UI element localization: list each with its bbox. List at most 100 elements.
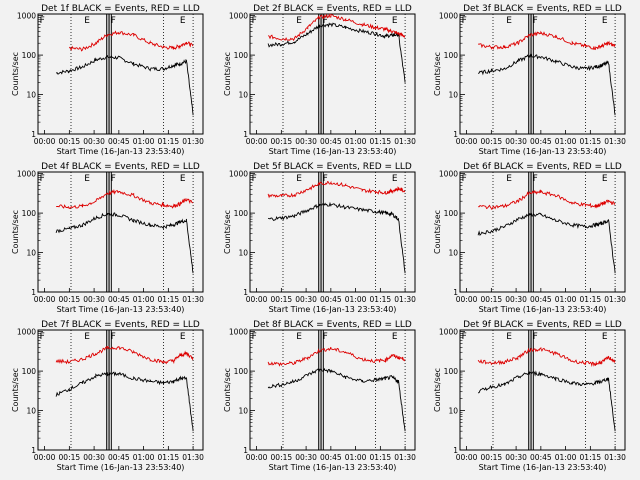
- x-tick-label: 00:45: [108, 453, 130, 462]
- events-series-line: [477, 212, 616, 274]
- segment-marker-label: E: [84, 174, 90, 184]
- x-axis-label: Start Time (16-Jan-13 23:53:40): [57, 147, 185, 156]
- segment-marker-label: E: [602, 332, 608, 342]
- panel-frame: [249, 171, 416, 293]
- panel-1: Det 1f BLACK = Events, RED = LLD F E F E 00:0…: [11, 4, 204, 156]
- segment-marker-label: F: [111, 16, 116, 26]
- y-tick-label: 100: [444, 367, 459, 376]
- y-tick-label: 100: [22, 367, 37, 376]
- panel-title: Det 9f BLACK = Events, RED = LLD: [463, 320, 622, 330]
- y-tick-label: 10: [238, 407, 248, 416]
- segment-marker-label: E: [506, 332, 512, 342]
- panel-frame: [459, 329, 626, 451]
- x-tick-label: 01:00: [345, 137, 367, 146]
- x-tick-label: 00:00: [34, 453, 56, 462]
- x-tick-label: 01:15: [158, 453, 180, 462]
- segment-marker-label: F: [323, 16, 328, 26]
- x-tick-label: 00:45: [108, 137, 130, 146]
- x-axis-label: Start Time (16-Jan-13 23:53:40): [269, 305, 397, 314]
- segment-marker-label: E: [602, 174, 608, 184]
- y-tick-label: 1000: [229, 170, 248, 179]
- x-tick-label: 00:15: [271, 137, 293, 146]
- y-tick-label: 1: [453, 130, 458, 139]
- x-tick-label: 01:15: [580, 137, 602, 146]
- y-tick-label: 100: [234, 51, 249, 60]
- x-tick-label: 00:45: [530, 453, 552, 462]
- lld-series-line: [267, 180, 406, 199]
- x-tick-label: 00:45: [320, 295, 342, 304]
- lld-series-line: [477, 30, 616, 51]
- panel-frame: [249, 329, 416, 451]
- x-tick-label: 00:45: [530, 137, 552, 146]
- y-tick-label: 100: [234, 367, 249, 376]
- x-tick-label: 01:15: [370, 137, 392, 146]
- panel-7: Det 7f BLACK = Events, RED = LLD F E F E 00:0…: [11, 320, 204, 472]
- panel-frame: [37, 171, 204, 293]
- panel-8: Det 8f BLACK = Events, RED = LLD F E F E 00:0…: [223, 320, 416, 472]
- x-tick-label: 00:30: [505, 453, 527, 462]
- panel-title: Det 2f BLACK = Events, RED = LLD: [253, 4, 412, 14]
- x-tick-label: 01:30: [394, 137, 416, 146]
- segment-marker-label: E: [602, 16, 608, 26]
- y-axis-label: Counts/sec: [223, 368, 232, 412]
- x-axis-label: Start Time (16-Jan-13 23:53:40): [479, 305, 607, 314]
- y-tick-label: 1: [31, 446, 36, 455]
- segment-marker-label: F: [323, 174, 328, 184]
- segment-marker-label: F: [40, 332, 45, 342]
- x-tick-label: 00:00: [246, 453, 268, 462]
- lld-series-line: [267, 13, 406, 42]
- segment-marker-label: F: [111, 174, 116, 184]
- events-series-line: [55, 55, 194, 116]
- x-tick-label: 00:15: [271, 295, 293, 304]
- panel-title: Det 3f BLACK = Events, RED = LLD: [463, 4, 622, 14]
- segment-marker-label: E: [506, 174, 512, 184]
- x-tick-label: 01:00: [133, 137, 155, 146]
- x-axis-label: Start Time (16-Jan-13 23:53:40): [479, 463, 607, 472]
- x-tick-label: 00:45: [320, 453, 342, 462]
- x-tick-label: 00:15: [481, 137, 503, 146]
- y-axis-label: Counts/sec: [223, 210, 232, 254]
- y-tick-label: 100: [234, 209, 249, 218]
- x-tick-label: 01:15: [370, 295, 392, 304]
- events-series-line: [55, 371, 194, 432]
- y-tick-label: 1: [243, 130, 248, 139]
- lld-series-line: [477, 347, 616, 368]
- panel-title: Det 6f BLACK = Events, RED = LLD: [463, 162, 622, 172]
- x-tick-label: 00:45: [320, 137, 342, 146]
- x-tick-label: 00:45: [530, 295, 552, 304]
- x-tick-label: 01:00: [555, 137, 577, 146]
- x-tick-label: 00:30: [83, 137, 105, 146]
- y-axis-label: Counts/sec: [11, 210, 20, 254]
- panel-4: Det 4f BLACK = Events, RED = LLD F E F E 00:0…: [11, 162, 204, 314]
- x-tick-label: 01:00: [555, 453, 577, 462]
- y-tick-label: 1: [31, 288, 36, 297]
- segment-marker-label: E: [180, 16, 186, 26]
- x-tick-label: 01:30: [394, 453, 416, 462]
- segment-marker-label: E: [392, 332, 398, 342]
- y-tick-label: 100: [22, 209, 37, 218]
- x-tick-label: 00:00: [456, 295, 478, 304]
- events-series-line: [267, 367, 406, 432]
- x-tick-label: 01:15: [158, 295, 180, 304]
- y-tick-label: 1: [31, 130, 36, 139]
- panel-3: Det 3f BLACK = Events, RED = LLD F E F E 00:0…: [433, 4, 626, 156]
- segment-marker-label: E: [180, 332, 186, 342]
- x-tick-label: 00:00: [456, 137, 478, 146]
- panel-frame: [459, 13, 626, 135]
- events-series-line: [477, 53, 616, 116]
- lld-series-line: [55, 345, 194, 365]
- y-axis-label: Counts/sec: [433, 210, 442, 254]
- segment-marker-label: E: [180, 174, 186, 184]
- lld-series-line: [267, 346, 406, 367]
- panel-title: Det 8f BLACK = Events, RED = LLD: [253, 320, 412, 330]
- panel-title: Det 1f BLACK = Events, RED = LLD: [41, 4, 200, 14]
- segment-marker-label: F: [533, 16, 538, 26]
- y-tick-label: 1000: [439, 12, 458, 21]
- segment-marker-label: F: [462, 332, 467, 342]
- y-axis-label: Counts/sec: [11, 368, 20, 412]
- y-tick-label: 10: [448, 91, 458, 100]
- events-series-line: [477, 370, 616, 432]
- x-tick-label: 01:30: [182, 453, 204, 462]
- panel-frame: [37, 329, 204, 451]
